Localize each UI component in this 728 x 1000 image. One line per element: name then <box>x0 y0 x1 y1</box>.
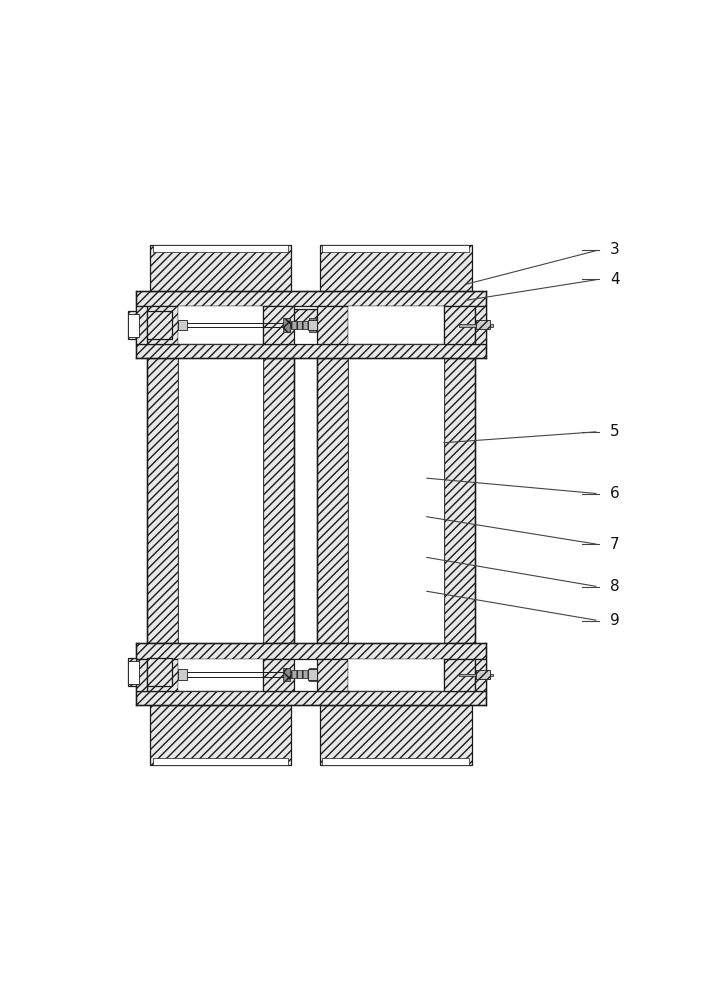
Bar <box>263 358 294 643</box>
Bar <box>309 318 315 332</box>
Bar <box>150 705 291 765</box>
Bar <box>443 659 475 691</box>
Bar <box>348 659 443 691</box>
Bar <box>153 758 288 765</box>
Text: 3: 3 <box>610 242 620 257</box>
Bar <box>136 344 486 358</box>
Bar <box>348 306 443 344</box>
Bar <box>136 659 486 691</box>
Bar <box>148 311 173 339</box>
Bar <box>283 318 290 332</box>
Text: 4: 4 <box>610 272 620 287</box>
Bar <box>320 705 472 765</box>
Bar <box>348 358 443 643</box>
Bar <box>136 659 147 691</box>
Bar <box>127 661 139 684</box>
Bar <box>148 306 294 344</box>
Bar <box>317 659 348 691</box>
Bar <box>263 659 294 691</box>
Bar <box>148 659 178 691</box>
Bar <box>136 691 486 705</box>
Bar <box>127 314 139 337</box>
Bar <box>136 291 486 306</box>
Bar <box>178 320 187 330</box>
Bar <box>308 320 317 330</box>
Bar <box>136 643 486 659</box>
Text: 8: 8 <box>610 579 620 594</box>
Bar <box>323 758 469 765</box>
Bar <box>443 306 475 344</box>
Bar <box>317 358 348 643</box>
Bar <box>317 306 348 344</box>
Text: 9: 9 <box>610 613 620 628</box>
Bar <box>150 245 291 291</box>
Bar <box>178 669 187 680</box>
Bar <box>136 306 486 344</box>
Text: 7: 7 <box>610 537 620 552</box>
Bar <box>127 311 136 339</box>
Bar <box>127 658 136 686</box>
Bar <box>178 358 263 643</box>
Bar <box>320 245 472 291</box>
Bar <box>136 306 147 344</box>
Bar <box>148 306 178 344</box>
Text: 6: 6 <box>610 486 620 501</box>
Bar <box>148 658 173 686</box>
Bar <box>317 659 475 691</box>
Bar <box>476 320 490 329</box>
Bar <box>148 309 475 324</box>
Bar <box>443 358 475 643</box>
Bar <box>317 306 475 344</box>
Bar <box>459 324 493 327</box>
Bar <box>148 358 178 643</box>
Bar <box>153 245 288 252</box>
Bar <box>475 306 486 344</box>
Bar <box>178 306 263 344</box>
Text: 5: 5 <box>610 424 620 439</box>
Bar <box>475 659 486 691</box>
Bar <box>308 669 317 680</box>
Bar <box>178 659 263 691</box>
Bar <box>476 670 490 679</box>
Bar <box>459 674 493 676</box>
Bar <box>263 306 294 344</box>
Bar <box>283 668 290 681</box>
Bar <box>290 321 308 329</box>
Bar <box>323 245 469 252</box>
Bar <box>290 670 308 678</box>
Bar <box>309 668 315 681</box>
Bar <box>148 659 294 691</box>
